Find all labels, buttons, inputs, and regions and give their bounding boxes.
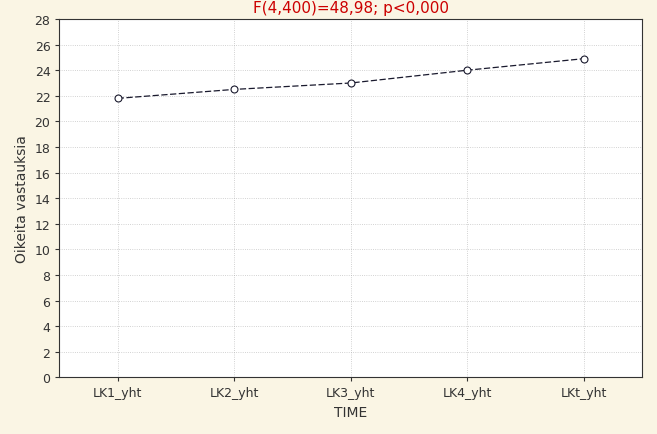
X-axis label: TIME: TIME [334, 405, 367, 419]
Text: F(4,400)=48,98; p<0,000: F(4,400)=48,98; p<0,000 [253, 0, 449, 16]
Y-axis label: Oikeita vastauksia: Oikeita vastauksia [15, 135, 29, 263]
